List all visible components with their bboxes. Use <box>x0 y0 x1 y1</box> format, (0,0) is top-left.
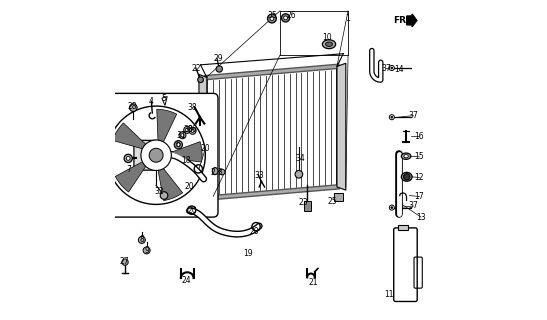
Circle shape <box>389 66 394 70</box>
Text: 37: 37 <box>381 63 391 73</box>
Circle shape <box>126 156 130 160</box>
Text: 3: 3 <box>217 168 222 177</box>
Text: 2: 2 <box>211 168 216 177</box>
Circle shape <box>141 140 171 171</box>
Text: 26: 26 <box>286 11 296 20</box>
FancyBboxPatch shape <box>94 93 218 217</box>
Text: 36: 36 <box>188 125 197 134</box>
Polygon shape <box>115 160 148 192</box>
Circle shape <box>295 171 302 178</box>
Circle shape <box>189 127 196 134</box>
Polygon shape <box>113 123 148 150</box>
Ellipse shape <box>404 155 408 158</box>
Circle shape <box>179 132 186 139</box>
Text: 35: 35 <box>267 11 277 20</box>
Text: 32: 32 <box>154 187 164 196</box>
Polygon shape <box>199 74 207 201</box>
Text: 25: 25 <box>327 197 337 206</box>
Text: FR.: FR. <box>393 16 410 25</box>
Circle shape <box>160 192 168 199</box>
Circle shape <box>391 116 393 118</box>
Circle shape <box>197 77 203 83</box>
Circle shape <box>284 16 288 20</box>
Text: 38: 38 <box>188 103 197 112</box>
Text: 28: 28 <box>127 101 137 111</box>
Text: 14: 14 <box>394 65 404 74</box>
Text: 9: 9 <box>144 246 149 255</box>
Circle shape <box>216 66 223 72</box>
Polygon shape <box>157 109 177 145</box>
Ellipse shape <box>322 40 336 49</box>
Text: 27: 27 <box>120 257 129 266</box>
Ellipse shape <box>212 168 218 175</box>
Text: 37: 37 <box>408 111 418 120</box>
Circle shape <box>391 67 393 69</box>
Bar <box>304 201 311 211</box>
Circle shape <box>191 129 194 132</box>
Text: 20: 20 <box>188 206 197 215</box>
Text: 20: 20 <box>201 144 210 153</box>
FancyBboxPatch shape <box>394 228 417 301</box>
Circle shape <box>389 205 394 210</box>
Text: 8: 8 <box>139 235 144 244</box>
Circle shape <box>122 259 128 265</box>
FancyArrow shape <box>407 14 417 27</box>
Text: 21: 21 <box>309 278 318 287</box>
Circle shape <box>130 104 137 111</box>
Ellipse shape <box>325 42 333 46</box>
Text: 22: 22 <box>191 63 201 73</box>
Text: 6: 6 <box>176 140 181 148</box>
Circle shape <box>219 169 225 175</box>
Polygon shape <box>162 97 167 105</box>
Text: 23: 23 <box>299 198 309 207</box>
Text: 7: 7 <box>127 165 132 174</box>
Ellipse shape <box>401 172 412 181</box>
Circle shape <box>267 14 276 23</box>
Text: 16: 16 <box>415 132 424 141</box>
Circle shape <box>149 148 163 162</box>
Ellipse shape <box>401 153 411 159</box>
Text: 17: 17 <box>415 192 424 201</box>
Circle shape <box>389 115 394 120</box>
Circle shape <box>174 141 183 149</box>
Circle shape <box>138 236 146 244</box>
Circle shape <box>143 247 150 254</box>
Polygon shape <box>337 63 346 190</box>
Text: 15: 15 <box>415 152 424 161</box>
Text: 31: 31 <box>177 131 187 140</box>
Polygon shape <box>168 142 202 162</box>
Text: 29: 29 <box>213 54 223 63</box>
Circle shape <box>124 154 132 163</box>
Circle shape <box>281 14 290 22</box>
Circle shape <box>185 128 189 132</box>
Circle shape <box>404 174 410 180</box>
FancyBboxPatch shape <box>134 140 158 170</box>
Text: 11: 11 <box>385 290 394 299</box>
Text: 33: 33 <box>254 172 264 180</box>
Circle shape <box>391 207 393 209</box>
Text: 10: 10 <box>323 33 332 42</box>
Circle shape <box>184 126 191 133</box>
Polygon shape <box>158 166 183 201</box>
Circle shape <box>181 134 184 137</box>
Text: 37: 37 <box>408 202 418 211</box>
Text: 1: 1 <box>346 14 351 23</box>
Text: 4: 4 <box>149 97 154 106</box>
Text: 20: 20 <box>185 182 194 191</box>
Circle shape <box>177 143 181 147</box>
Bar <box>334 193 342 201</box>
Text: 20: 20 <box>249 227 259 236</box>
Text: 30: 30 <box>183 125 193 134</box>
Circle shape <box>270 17 274 20</box>
Text: 13: 13 <box>416 212 426 222</box>
Polygon shape <box>207 67 337 198</box>
Bar <box>398 225 408 230</box>
Text: 12: 12 <box>415 173 424 182</box>
Text: 34: 34 <box>295 154 305 163</box>
Text: 19: 19 <box>243 249 253 258</box>
Text: 18: 18 <box>182 156 191 164</box>
Text: 5: 5 <box>161 94 166 103</box>
Text: 24: 24 <box>182 276 191 285</box>
